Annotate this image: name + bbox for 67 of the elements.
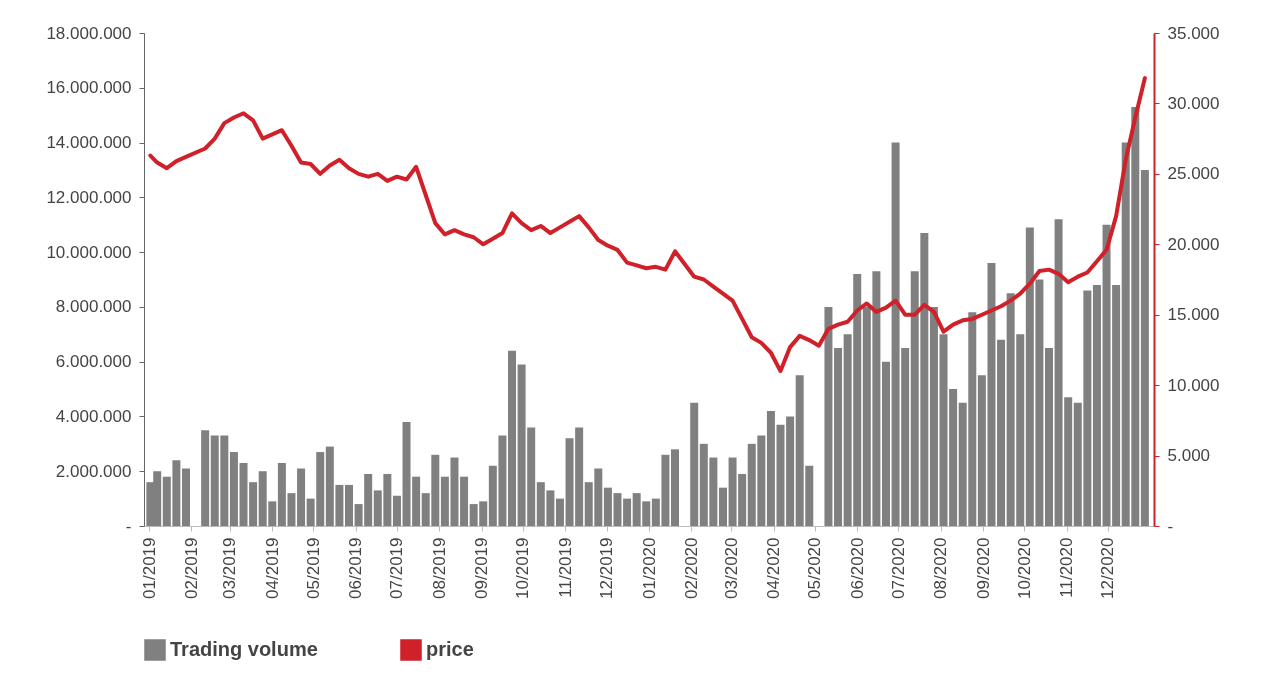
x-tick-label: 02/2020 (681, 537, 701, 599)
x-tick-label: 11/2019 (555, 537, 575, 598)
y2-tick-label: 35.000 (1167, 23, 1220, 43)
bar (508, 350, 517, 526)
x-tick-label: 04/2020 (764, 537, 784, 599)
x-tick-label: 06/2019 (346, 537, 366, 599)
x-tick-label: 05/2019 (303, 537, 323, 599)
y2-tick-label: 15.000 (1167, 305, 1220, 325)
y-tick-label: 10.000.000 (46, 242, 132, 262)
bar (718, 487, 727, 526)
bar (345, 484, 353, 526)
x-tick-label: 07/2019 (387, 537, 407, 599)
y-tick-label: 12.000.000 (46, 187, 132, 207)
x-tick-label: 05/2020 (805, 537, 825, 599)
y2-tick-label: 5.000 (1167, 446, 1211, 466)
bar (1092, 284, 1101, 526)
y-tick-label: 16.000.000 (46, 78, 132, 98)
x-tick-label: 10/2019 (513, 537, 533, 599)
x-tick-label: 01/2019 (139, 537, 159, 599)
y2-tick-label: 25.000 (1167, 164, 1220, 184)
x-tick-label: 03/2020 (721, 537, 741, 599)
bar (392, 495, 401, 526)
y-tick-label: 4.000.000 (55, 406, 132, 426)
bar (460, 476, 469, 526)
bar (1045, 347, 1053, 526)
y2-tick-label: 30.000 (1167, 93, 1220, 113)
y-tick-label: 14.000.000 (46, 133, 132, 153)
bar (929, 306, 938, 526)
y-tick-label: 6.000.000 (55, 352, 132, 372)
y2-tick-label: 20.000 (1167, 234, 1220, 254)
legend-label: Trading volume (170, 638, 318, 660)
x-tick-label: 07/2020 (888, 537, 908, 599)
bar (766, 410, 775, 526)
x-tick-label: 03/2019 (220, 537, 240, 599)
x-tick-label: 01/2020 (639, 537, 659, 599)
line-series (148, 76, 1147, 374)
x-tick-label: 04/2019 (262, 537, 282, 599)
legend-label: price (426, 638, 474, 660)
bar (1140, 169, 1149, 526)
bar (201, 430, 210, 526)
bar (671, 449, 680, 526)
y2-tick-label: - (1167, 516, 1174, 536)
x-tick-label: 09/2020 (973, 537, 993, 599)
y-tick-label: 18.000.000 (46, 23, 132, 43)
bar (997, 339, 1006, 526)
x-tick-label: 08/2020 (931, 537, 951, 599)
bar (881, 361, 890, 526)
y2-tick-label: 10.000 (1167, 375, 1220, 395)
bar (834, 347, 843, 526)
x-tick-label: 06/2020 (847, 537, 867, 599)
x-tick-label: 12/2020 (1098, 537, 1118, 599)
x-tick-label: 10/2020 (1014, 537, 1034, 599)
bar (297, 468, 306, 526)
bar (555, 498, 564, 526)
x-tick-label: 09/2019 (472, 537, 492, 599)
y-tick-label: 2.000.000 (55, 461, 132, 481)
bar (690, 402, 699, 526)
bar (229, 452, 238, 526)
bar (824, 306, 833, 526)
x-tick-label: 12/2019 (597, 537, 617, 599)
bar (181, 468, 190, 526)
y-tick-label: 8.000.000 (55, 297, 132, 317)
y-tick-label: - (125, 516, 132, 536)
x-tick-label: 11/2020 (1057, 537, 1077, 598)
x-tick-label: 02/2019 (181, 537, 201, 599)
x-tick-label: 08/2019 (429, 537, 449, 599)
bar (623, 498, 632, 526)
